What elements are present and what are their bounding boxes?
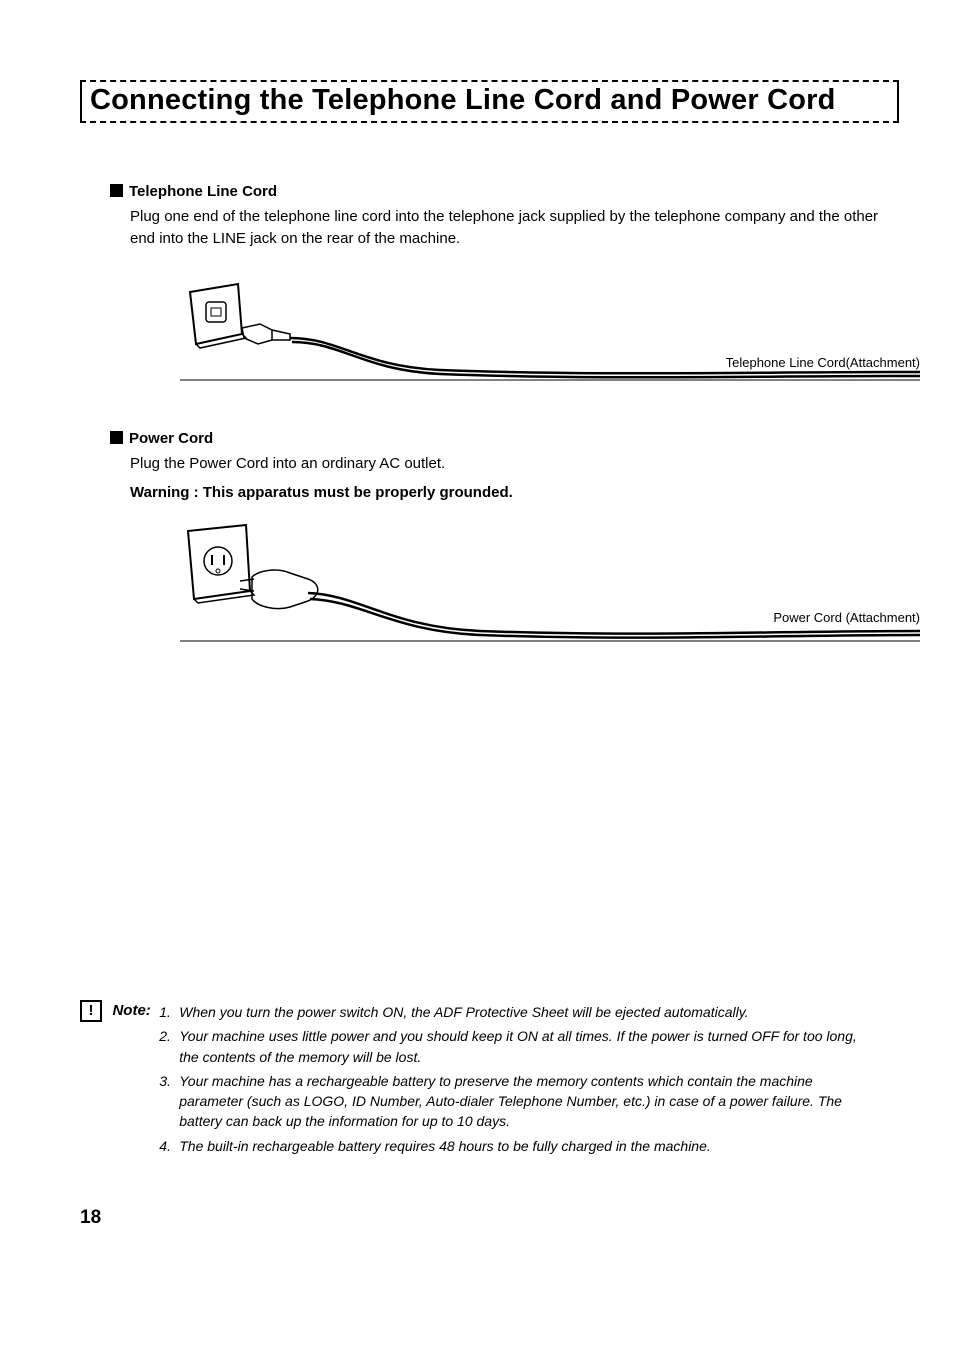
telephone-jack-diagram: Telephone Line Cord(Attachment): [180, 282, 920, 392]
note-item: 2.Your machine uses little power and you…: [159, 1026, 859, 1067]
note-item: 3.Your machine has a rechargeable batter…: [159, 1071, 859, 1132]
power-outlet-diagram: Power Cord (Attachment): [180, 523, 920, 653]
exclamation-box-icon: !: [80, 1000, 102, 1022]
notes-block: ! Note: 1.When you turn the power switch…: [80, 1000, 899, 1160]
note-text: The built-in rechargeable battery requir…: [179, 1136, 711, 1156]
page-number: 18: [80, 1207, 101, 1229]
note-number: 2.: [159, 1026, 179, 1067]
note-item: 1.When you turn the power switch ON, the…: [159, 1002, 859, 1022]
bullet-square-icon: [110, 184, 123, 197]
note-text: Your machine uses little power and you s…: [179, 1026, 859, 1067]
note-item: 4.The built-in rechargeable battery requ…: [159, 1136, 859, 1156]
manual-page: Connecting the Telephone Line Cord and P…: [0, 0, 954, 1349]
note-number: 4.: [159, 1136, 179, 1156]
diagram-label: Power Cord (Attachment): [773, 610, 920, 625]
note-list: 1.When you turn the power switch ON, the…: [159, 1002, 859, 1160]
diagram-label: Telephone Line Cord(Attachment): [726, 355, 920, 370]
note-number: 1.: [159, 1002, 179, 1022]
section-body: Plug one end of the telephone line cord …: [110, 206, 880, 250]
section-body: Plug the Power Cord into an ordinary AC …: [110, 453, 880, 475]
note-label: Note:: [112, 1002, 150, 1019]
warning-text: Warning : This apparatus must be properl…: [110, 484, 899, 501]
section-heading: Telephone Line Cord: [110, 183, 899, 200]
note-number: 3.: [159, 1071, 179, 1132]
section-title-text: Power Cord: [129, 430, 213, 447]
phone-jack-illustration: [180, 282, 920, 392]
bullet-square-icon: [110, 431, 123, 444]
note-text: When you turn the power switch ON, the A…: [179, 1002, 748, 1022]
power-outlet-illustration: [180, 523, 920, 653]
page-banner: Connecting the Telephone Line Cord and P…: [80, 80, 899, 123]
note-text: Your machine has a rechargeable battery …: [179, 1071, 859, 1132]
section-power-cord: Power Cord Plug the Power Cord into an o…: [80, 430, 899, 654]
section-heading: Power Cord: [110, 430, 899, 447]
page-title: Connecting the Telephone Line Cord and P…: [90, 84, 836, 116]
section-telephone-line-cord: Telephone Line Cord Plug one end of the …: [80, 183, 899, 392]
section-title-text: Telephone Line Cord: [129, 183, 277, 200]
